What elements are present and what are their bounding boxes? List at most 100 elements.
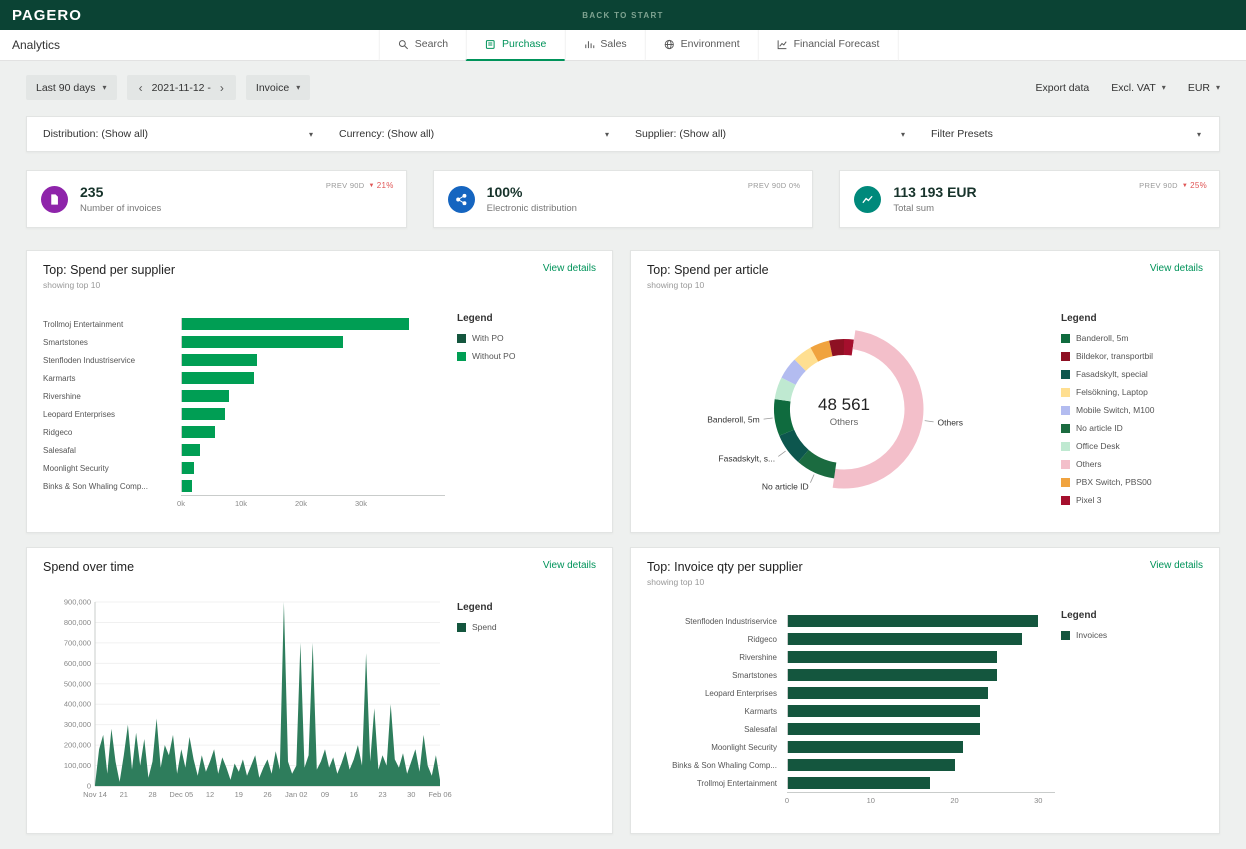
- donut-slice[interactable]: [779, 429, 809, 462]
- bar[interactable]: [182, 372, 254, 384]
- bar-row: Leopard Enterprises: [43, 405, 445, 423]
- donut-slice[interactable]: [781, 359, 807, 386]
- donut-slice[interactable]: [774, 377, 796, 402]
- currency-filter-select[interactable]: Currency: (Show all) ▾: [339, 128, 635, 140]
- legend-label: With PO: [472, 333, 504, 343]
- tab-purchase[interactable]: Purchase: [466, 29, 565, 61]
- donut-slice[interactable]: [829, 338, 845, 357]
- legend-item[interactable]: Office Desk: [1061, 441, 1154, 451]
- bar-track: [181, 318, 445, 330]
- tab-sales[interactable]: Sales: [564, 29, 644, 61]
- distribution-filter-select[interactable]: Distribution: (Show all) ▾: [43, 128, 339, 140]
- legend-item[interactable]: Banderoll, 5m: [1061, 333, 1154, 343]
- legend-swatch-icon: [1061, 423, 1070, 433]
- donut-slice[interactable]: [832, 330, 924, 489]
- bar[interactable]: [182, 462, 194, 474]
- tab-financial-forecast[interactable]: Financial Forecast: [757, 29, 899, 61]
- prev-period-arrow-icon[interactable]: ‹: [138, 80, 143, 95]
- legend-item[interactable]: Fasadskylt, special: [1061, 369, 1154, 379]
- toolbar: Last 90 days ▾ ‹ 2021-11-12 - › Invoice …: [26, 75, 1220, 100]
- legend-item[interactable]: Pixel 3: [1061, 495, 1154, 505]
- legend-label: PBX Switch, PBS00: [1076, 477, 1152, 487]
- bar[interactable]: [788, 633, 1022, 645]
- category-label: Stenfloden Industriservice: [43, 355, 136, 365]
- legend-item[interactable]: Others: [1061, 459, 1154, 469]
- donut-callout-label: Banderoll, 5m: [707, 415, 759, 425]
- document-type-select[interactable]: Invoice ▾: [245, 75, 311, 100]
- donut-slice[interactable]: [774, 399, 795, 436]
- view-details-link[interactable]: View details: [542, 560, 596, 571]
- donut-slice[interactable]: [798, 449, 837, 479]
- kpi-value: 235: [80, 184, 104, 200]
- period-select[interactable]: Last 90 days ▾: [26, 75, 117, 100]
- view-details-link[interactable]: View details: [1149, 263, 1203, 274]
- category-label: Salesafal: [744, 724, 777, 734]
- area-series[interactable]: [95, 602, 440, 786]
- bar[interactable]: [182, 354, 257, 366]
- export-data-button[interactable]: Export data: [1035, 81, 1090, 94]
- legend-item[interactable]: PBX Switch, PBS00: [1061, 477, 1154, 487]
- bar[interactable]: [182, 408, 226, 420]
- bar[interactable]: [788, 669, 997, 681]
- category-label: Rivershine: [43, 391, 81, 401]
- supplier-filter-select[interactable]: Supplier: (Show all) ▾: [635, 128, 931, 140]
- kpi-prev-period[interactable]: PREV 90D 0% ▼: [748, 181, 801, 190]
- next-period-arrow-icon[interactable]: ›: [219, 80, 224, 95]
- kpi-prev-period[interactable]: PREV 90D ▼ 21%: [326, 181, 394, 190]
- legend-swatch-icon: [457, 622, 466, 632]
- donut-center-value: 48 561: [818, 395, 870, 414]
- bar[interactable]: [788, 651, 997, 663]
- tab-search[interactable]: Search: [378, 29, 466, 61]
- bar[interactable]: [788, 705, 980, 717]
- axis-tick-label: 09: [321, 790, 329, 799]
- tab-environment[interactable]: Environment: [644, 29, 758, 61]
- kpi-prev-period[interactable]: PREV 90D ▼ 25%: [1139, 181, 1207, 190]
- axis-tick-label: Jan 02: [285, 790, 308, 799]
- bar[interactable]: [788, 759, 955, 771]
- bar[interactable]: [182, 444, 200, 456]
- legend-item[interactable]: No article ID: [1061, 423, 1154, 433]
- back-to-start-link[interactable]: BACK TO START: [582, 10, 664, 20]
- legend-item[interactable]: Felsökning, Laptop: [1061, 387, 1154, 397]
- legend-item[interactable]: Bildekor, transportbil: [1061, 351, 1154, 361]
- bar[interactable]: [788, 741, 964, 753]
- legend-item[interactable]: With PO: [457, 333, 515, 343]
- bar[interactable]: [788, 615, 1039, 627]
- axis-tick-label: 100,000: [64, 761, 91, 770]
- donut-slice[interactable]: [843, 339, 854, 356]
- bar[interactable]: [182, 318, 410, 330]
- filter-presets-select[interactable]: Filter Presets ▾: [931, 128, 1203, 140]
- donut-slice[interactable]: [794, 347, 819, 372]
- currency-select[interactable]: EUR ▾: [1188, 82, 1220, 94]
- bar[interactable]: [182, 390, 229, 402]
- chart-subtitle: showing top 10: [647, 280, 705, 290]
- axis-tick-label: Dec 05: [169, 790, 193, 799]
- view-details-link[interactable]: View details: [1149, 560, 1203, 571]
- bar[interactable]: [788, 687, 989, 699]
- kpi-delta: 25%: [1190, 181, 1208, 190]
- legend-label: Felsökning, Laptop: [1076, 387, 1148, 397]
- bar[interactable]: [182, 480, 192, 492]
- vat-mode-select[interactable]: Excl. VAT ▾: [1111, 82, 1166, 94]
- donut-slice[interactable]: [810, 340, 833, 362]
- bar[interactable]: [182, 336, 344, 348]
- kpi-delta: 21%: [376, 181, 394, 190]
- bar[interactable]: [788, 723, 980, 735]
- navbar: Analytics Search Purchase Sales Environm…: [0, 29, 1246, 61]
- legend-item[interactable]: Spend: [457, 622, 497, 632]
- axis-tick-label: Feb 06: [428, 790, 451, 799]
- chart-legend: Legend Banderoll, 5m Bildekor, transportbi…: [1061, 313, 1154, 513]
- legend-item[interactable]: Without PO: [457, 351, 515, 361]
- chart-title: Top: Invoice qty per supplier: [647, 560, 803, 574]
- legend-item[interactable]: Invoices: [1061, 630, 1107, 640]
- legend-label: Spend: [472, 622, 497, 632]
- axis-tick-label: 800,000: [64, 618, 91, 627]
- view-details-link[interactable]: View details: [542, 263, 596, 274]
- bar[interactable]: [788, 777, 930, 789]
- bar[interactable]: [182, 426, 216, 438]
- category-label: Leopard Enterprises: [704, 688, 777, 698]
- legend-item[interactable]: Mobile Switch, M100: [1061, 405, 1154, 415]
- bar-row: Ridgeco: [43, 423, 445, 441]
- arrow-down-icon: ▼: [1181, 182, 1189, 189]
- chevron-down-icon: ▾: [308, 129, 313, 139]
